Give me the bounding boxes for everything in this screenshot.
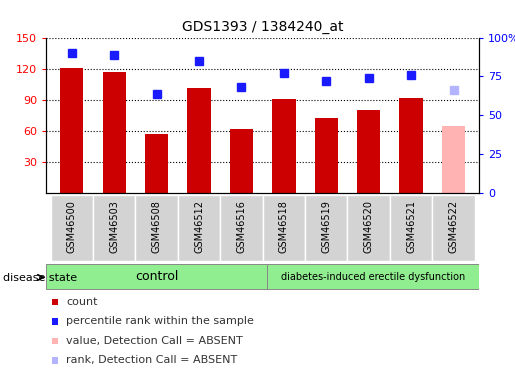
Title: GDS1393 / 1384240_at: GDS1393 / 1384240_at — [182, 20, 344, 34]
Text: GSM46520: GSM46520 — [364, 200, 374, 253]
Bar — [93, 195, 135, 261]
Bar — [230, 129, 253, 193]
Bar — [432, 195, 475, 261]
Text: count: count — [66, 297, 97, 307]
Text: GSM46503: GSM46503 — [109, 200, 119, 253]
Bar — [220, 195, 263, 261]
Bar — [135, 195, 178, 261]
Bar — [442, 126, 465, 193]
Text: GSM46521: GSM46521 — [406, 200, 416, 253]
Bar — [187, 88, 211, 193]
Bar — [145, 134, 168, 193]
Bar — [178, 195, 220, 261]
Bar — [305, 195, 348, 261]
Text: rank, Detection Call = ABSENT: rank, Detection Call = ABSENT — [66, 356, 237, 365]
Bar — [272, 99, 296, 193]
Bar — [390, 195, 432, 261]
Text: value, Detection Call = ABSENT: value, Detection Call = ABSENT — [66, 336, 243, 346]
Text: diabetes-induced erectile dysfunction: diabetes-induced erectile dysfunction — [281, 272, 465, 282]
Bar — [267, 264, 479, 289]
Text: GSM46512: GSM46512 — [194, 200, 204, 253]
Text: disease state: disease state — [3, 273, 77, 283]
Text: GSM46508: GSM46508 — [151, 200, 162, 253]
Text: GSM46519: GSM46519 — [321, 200, 331, 253]
Bar — [315, 118, 338, 193]
Bar — [263, 195, 305, 261]
Bar — [357, 110, 381, 193]
Bar — [50, 195, 93, 261]
Bar — [348, 195, 390, 261]
Bar — [60, 68, 83, 193]
Text: GSM46516: GSM46516 — [236, 200, 247, 253]
Bar — [102, 72, 126, 193]
Text: GSM46500: GSM46500 — [67, 200, 77, 253]
Text: GSM46518: GSM46518 — [279, 200, 289, 253]
Bar — [46, 264, 267, 289]
Text: percentile rank within the sample: percentile rank within the sample — [66, 316, 254, 326]
Bar — [400, 98, 423, 193]
Text: control: control — [135, 270, 178, 283]
Text: GSM46522: GSM46522 — [449, 200, 458, 254]
